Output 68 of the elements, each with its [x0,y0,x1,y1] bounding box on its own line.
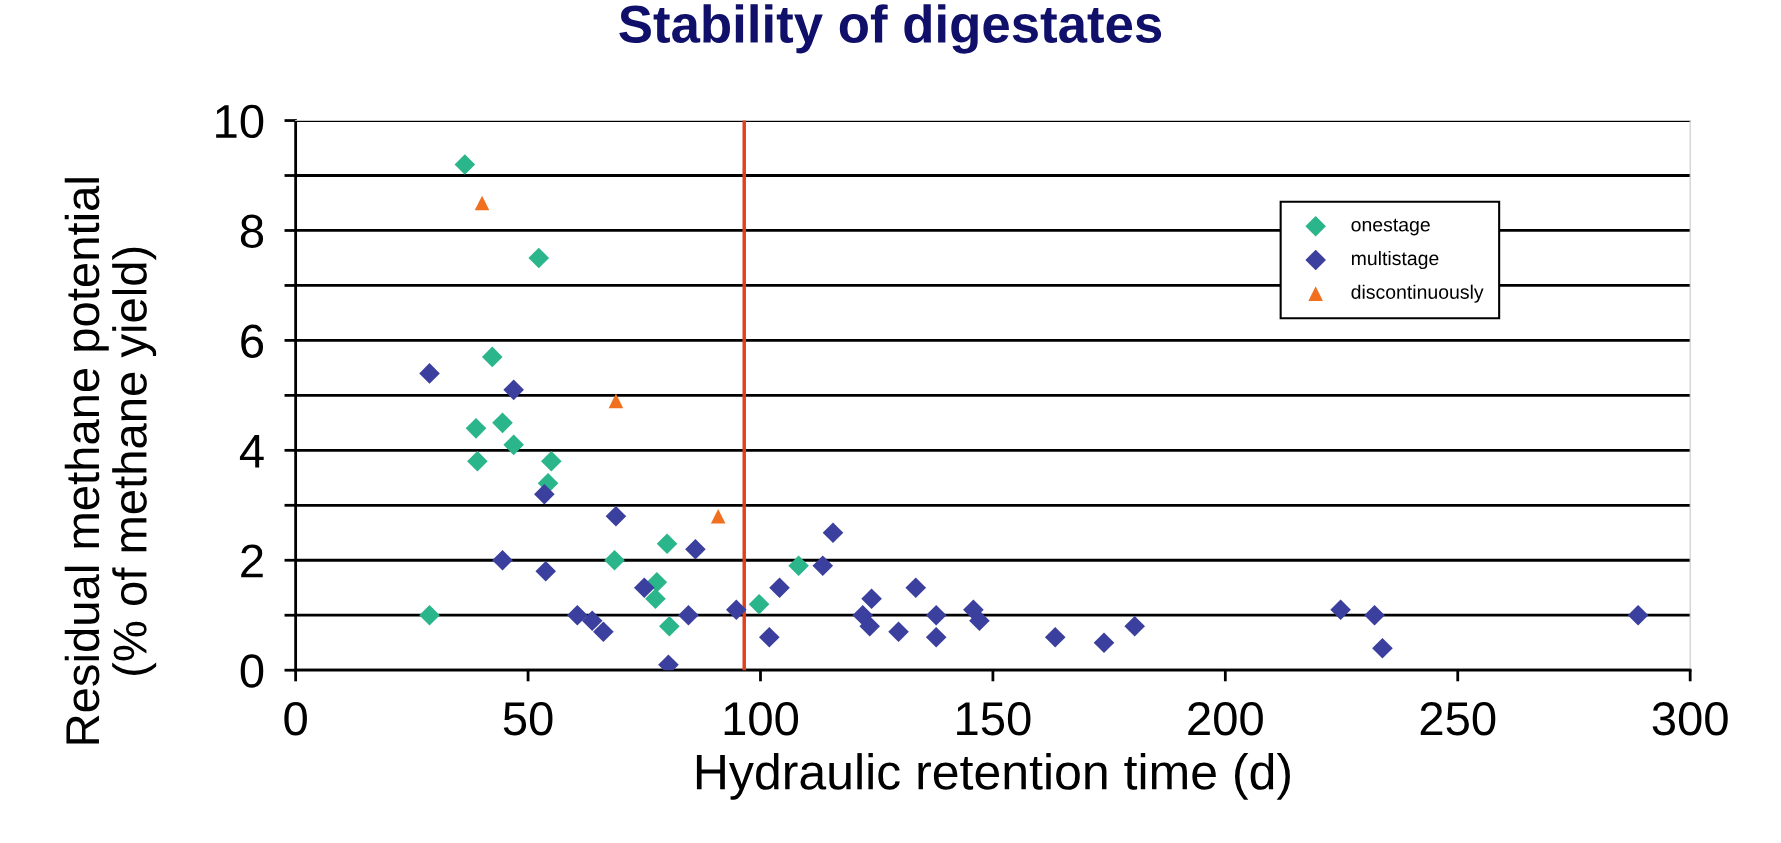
point [925,626,947,648]
point [788,555,809,577]
point [492,412,513,434]
y-axis-title: Residual methane potential (% of methane yield) [64,178,157,744]
point [812,555,834,577]
point [492,549,513,571]
point [1364,604,1385,626]
y-tick-label: 6 [241,324,264,358]
point [905,577,927,599]
point [503,434,524,456]
point [1627,604,1649,626]
point [528,247,550,269]
point [1093,632,1115,653]
x-tick-label: 100 [724,701,799,736]
legend-label: multistage [1351,250,1439,270]
x-tick-label: 50 [503,701,553,736]
point [604,549,625,571]
point [710,509,726,524]
x-tick-label: 250 [1420,701,1496,736]
point [593,621,614,643]
point [535,560,557,582]
y-tick-label: 4 [239,434,264,468]
point [503,379,524,401]
x-tick-label: 200 [1188,701,1263,736]
point [608,393,624,409]
point [454,154,476,175]
point [685,538,706,560]
point [605,505,627,527]
point [1044,626,1066,648]
legend-label: discontinuously [1351,284,1484,303]
point [481,346,503,368]
point [759,626,780,648]
x-axis-title: Hydraulic retention time (d) [696,753,1290,800]
point [769,577,790,599]
x-tick-label: 300 [1652,701,1728,736]
point [1372,637,1393,659]
x-tick-label: 150 [957,701,1031,736]
point [645,588,666,610]
point [474,195,490,211]
point [534,484,555,505]
point [1330,599,1351,621]
point [419,363,440,384]
point [888,621,909,643]
point [465,418,487,439]
y-tick-label: 0 [240,654,264,688]
point [861,588,882,610]
point [1124,615,1145,637]
x-tick-label: 0 [284,701,307,736]
point [822,522,844,544]
y-tick-label: 10 [216,104,264,139]
point [659,615,680,637]
point [859,615,881,637]
point [656,533,678,555]
point [467,451,488,472]
point [633,577,655,599]
chart-title: Stability of digestates [619,4,1162,54]
point [748,593,770,615]
y-tick-label: 2 [241,544,263,578]
point [969,610,990,632]
legend-label: onestage [1351,218,1430,236]
point [567,604,588,626]
point [678,604,699,626]
point [541,451,562,472]
point [925,604,947,626]
point [726,599,747,621]
y-tick-label: 8 [240,214,264,249]
point [419,604,440,626]
point [581,610,603,632]
